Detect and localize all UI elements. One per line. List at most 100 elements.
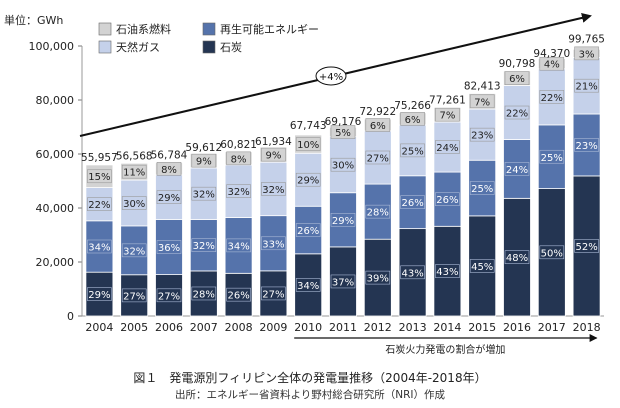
data-label-box: [226, 287, 251, 302]
x-tick-label: 2017: [538, 321, 566, 334]
data-label-box: [295, 137, 321, 151]
data-label: 27%: [123, 291, 145, 302]
power-generation-chart: 単位：GWh 0 20,000 40,000 60,000 80,000 100,000 29…: [4, 12, 605, 356]
data-label-box: [469, 94, 495, 109]
data-label-box: [87, 287, 112, 301]
growth-annotation: +4%: [319, 72, 343, 83]
growth-badge: [315, 66, 347, 86]
data-label: 23%: [575, 141, 597, 152]
data-label: 45%: [471, 262, 493, 273]
data-label: 32%: [123, 246, 145, 257]
x-tick-label: 2010: [294, 321, 322, 334]
data-label-box: [539, 90, 565, 104]
data-label: 29%: [158, 193, 180, 204]
coal-increase-label: 石炭火力発電の割合が増加: [385, 343, 505, 356]
data-label: 9%: [196, 157, 212, 168]
data-label-box: [365, 118, 391, 132]
data-label-box: [121, 164, 147, 179]
y-tick-label: 60,000: [36, 148, 75, 161]
data-label: 5%: [335, 128, 351, 139]
data-label: 24%: [506, 165, 528, 176]
data-label-box: [365, 150, 391, 165]
data-label-box: [156, 190, 182, 204]
data-label-box: [435, 140, 460, 154]
data-label-box: [400, 143, 425, 158]
total-label: 67,743: [290, 120, 327, 132]
legend-label: 再生可能エネルギー: [220, 22, 319, 36]
data-label: 24%: [436, 143, 458, 154]
data-label: 23%: [471, 131, 493, 142]
x-tick-label: 2008: [225, 321, 253, 334]
y-tick-label: 40,000: [36, 202, 75, 215]
data-label-box: [295, 223, 321, 237]
x-tick-label: 2014: [433, 321, 461, 334]
data-label: 4%: [544, 60, 560, 71]
legend-label: 石油系燃料: [116, 22, 171, 36]
data-label: 27%: [367, 154, 389, 165]
unit-label: 単位：GWh: [4, 13, 63, 27]
source-note: 出所：エネルギー省資料より野村総合研究所（NRI）作成: [174, 389, 446, 401]
data-label-box: [435, 192, 460, 206]
x-tick-label: 2012: [364, 321, 392, 334]
data-label: 34%: [297, 281, 319, 292]
data-label: 32%: [227, 187, 249, 198]
data-label-box: [191, 186, 217, 201]
data-label: 6%: [509, 74, 525, 85]
data-label: 32%: [262, 185, 284, 196]
total-label: 61,934: [255, 136, 292, 148]
data-label-box: [469, 181, 495, 195]
legend-swatch: [98, 22, 112, 36]
data-label-box: [330, 213, 356, 227]
total-label: 69,176: [325, 116, 362, 128]
data-label-box: [121, 196, 147, 210]
data-label-box: [400, 265, 425, 280]
data-label-box: [156, 288, 182, 303]
data-label: 28%: [367, 208, 389, 219]
data-label: 43%: [401, 268, 423, 279]
figure-caption: 図１ 発電源別フィリピン全体の発電量推移（2004年-2018年）: [133, 371, 487, 385]
data-label: 8%: [161, 165, 177, 176]
data-label: 25%: [401, 146, 423, 157]
data-label-box: [121, 288, 147, 303]
data-label-box: [504, 162, 530, 176]
data-label: 39%: [367, 274, 389, 285]
x-tick-label: 2013: [399, 321, 427, 334]
data-label-box: [295, 172, 321, 187]
total-label: 75,266: [394, 100, 431, 112]
data-label-box: [574, 78, 599, 93]
x-tick-label: 2009: [259, 321, 287, 334]
x-tick-label: 2005: [120, 321, 148, 334]
data-label-box: [435, 107, 460, 122]
data-label: 25%: [541, 153, 563, 164]
data-label: 30%: [123, 199, 145, 210]
data-label-box: [574, 138, 599, 152]
data-label: 30%: [332, 161, 354, 172]
data-label-box: [539, 245, 565, 260]
legend-swatch: [202, 40, 216, 54]
data-label-box: [574, 46, 599, 61]
x-tick-label: 2016: [503, 321, 531, 334]
data-label: 29%: [332, 216, 354, 227]
total-label: 90,798: [499, 58, 536, 70]
data-label-box: [261, 147, 286, 162]
data-label: 15%: [88, 172, 110, 183]
y-tick-label: 80,000: [36, 94, 75, 107]
total-label: 56,568: [116, 150, 153, 162]
data-label-box: [261, 286, 286, 301]
total-label: 56,784: [151, 150, 188, 162]
data-label-box: [226, 151, 251, 166]
data-label: 22%: [506, 109, 528, 120]
y-tick-label: 20,000: [36, 256, 75, 269]
data-label: 26%: [436, 195, 458, 206]
data-label-box: [261, 182, 286, 196]
data-label: 21%: [575, 82, 597, 93]
data-label-box: [191, 286, 217, 301]
data-label: 25%: [471, 184, 493, 195]
total-label: 72,922: [359, 106, 396, 118]
data-label-box: [365, 204, 391, 219]
data-label-box: [504, 105, 530, 120]
data-label: 43%: [436, 267, 458, 278]
x-tick-label: 2006: [155, 321, 183, 334]
data-label-box: [295, 278, 321, 292]
data-label-box: [191, 153, 217, 168]
